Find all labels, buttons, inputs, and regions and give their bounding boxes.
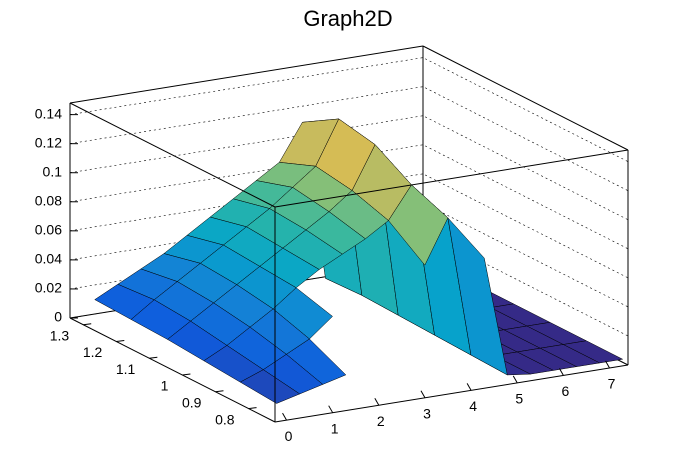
grid-line bbox=[69, 57, 629, 162]
x-tick bbox=[420, 390, 426, 399]
x-tick bbox=[512, 375, 518, 384]
y-tick-label: 0.8 bbox=[215, 411, 235, 427]
y-tick-label: 1.3 bbox=[50, 327, 70, 343]
chart-title: Graph2D bbox=[303, 6, 392, 31]
y-tick bbox=[215, 390, 224, 393]
y-tick bbox=[149, 356, 158, 359]
x-tick bbox=[605, 360, 610, 369]
z-tick-label: 0.02 bbox=[35, 280, 62, 296]
x-tick bbox=[466, 383, 472, 391]
x-tick-label: 4 bbox=[469, 398, 477, 414]
z-tick-label: 0.04 bbox=[35, 251, 62, 267]
y-tick-label: 1.2 bbox=[83, 344, 103, 360]
y-tick-label: 1 bbox=[161, 378, 169, 394]
z-tick-label: 0.12 bbox=[35, 134, 62, 150]
x-tick-label: 7 bbox=[608, 376, 616, 392]
box-edge bbox=[274, 149, 629, 208]
y-tick-label: 1.1 bbox=[116, 361, 136, 377]
grid-line bbox=[69, 231, 629, 337]
surface-cell bbox=[239, 369, 300, 404]
y-tick bbox=[182, 373, 191, 376]
z-tick-label: 0 bbox=[54, 309, 62, 325]
x-tick-label: 0 bbox=[285, 428, 293, 444]
y-tick-label: 0.9 bbox=[182, 395, 202, 411]
box-edge bbox=[422, 45, 629, 151]
x-tick bbox=[282, 412, 287, 421]
box-edge bbox=[69, 317, 276, 423]
y-tick bbox=[83, 323, 92, 326]
x-tick-label: 3 bbox=[423, 405, 431, 421]
grid-line bbox=[69, 173, 629, 279]
x-tick-label: 1 bbox=[331, 420, 339, 436]
x-tick bbox=[328, 405, 334, 413]
grid-line bbox=[69, 86, 629, 191]
grid-line bbox=[69, 202, 629, 308]
grid-line bbox=[69, 115, 629, 220]
x-tick bbox=[374, 397, 380, 406]
z-tick-label: 0.14 bbox=[35, 105, 62, 121]
box-edge bbox=[69, 102, 276, 208]
y-tick bbox=[116, 339, 125, 342]
x-tick bbox=[558, 368, 564, 376]
z-tick-label: 0.06 bbox=[35, 222, 62, 238]
surface-cell bbox=[447, 217, 508, 376]
box-edge bbox=[69, 45, 424, 104]
z-tick-label: 0.1 bbox=[43, 163, 63, 179]
z-tick-label: 0.08 bbox=[35, 192, 62, 208]
y-tick bbox=[248, 407, 257, 410]
x-tick-label: 6 bbox=[562, 383, 570, 399]
grid-line bbox=[69, 144, 629, 250]
x-tick-label: 2 bbox=[377, 413, 385, 429]
box-edge bbox=[274, 364, 629, 423]
x-tick-label: 5 bbox=[515, 391, 523, 407]
